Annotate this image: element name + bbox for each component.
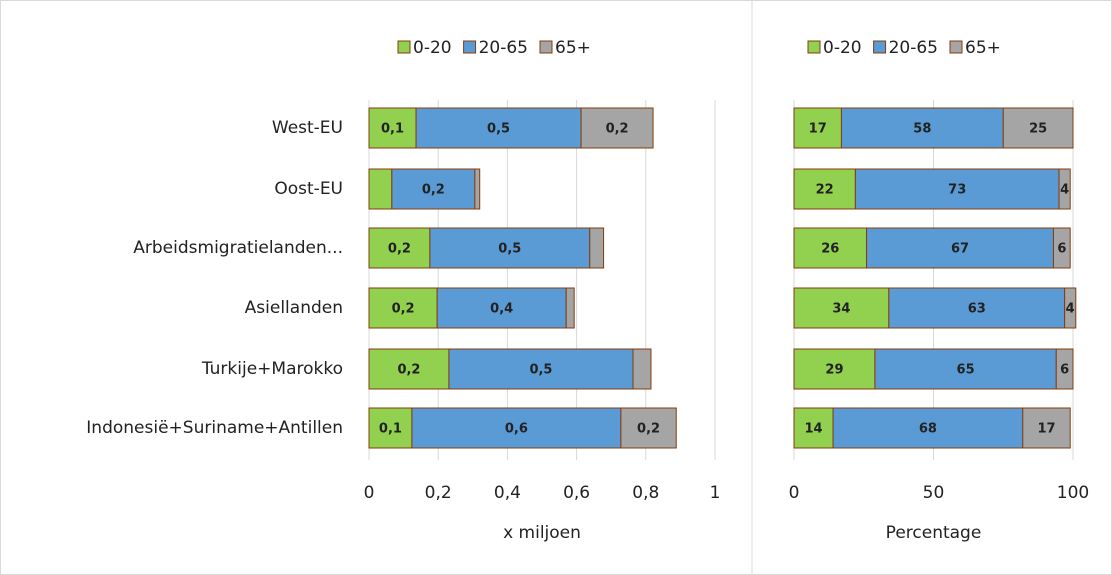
legend-label: 65+ — [555, 38, 591, 58]
bar-segment — [1052, 227, 1071, 269]
bar-segment — [368, 227, 431, 269]
bar-segment — [832, 407, 1024, 449]
x-axis-title: x miljoen — [503, 523, 581, 543]
x-tick-label: 0,6 — [563, 483, 590, 503]
data-label: 0,2 — [397, 363, 420, 378]
x-tick-label: 100 — [1057, 483, 1089, 503]
data-label: 0,5 — [487, 122, 510, 137]
x-tick-label: 50 — [923, 483, 945, 503]
bar-segment — [632, 348, 652, 390]
data-label: 17 — [809, 122, 827, 137]
bar-segment — [793, 407, 834, 449]
bar-segment — [411, 407, 622, 449]
bar-segment — [368, 287, 438, 329]
data-label: 0,2 — [606, 122, 629, 137]
legend-label: 20-65 — [479, 38, 528, 58]
legend-swatch — [949, 40, 963, 54]
data-label: 22 — [816, 183, 834, 198]
data-label: 0,1 — [381, 122, 404, 137]
data-label: 65 — [957, 363, 975, 378]
bar-segment — [888, 287, 1066, 329]
data-label: 26 — [821, 242, 839, 257]
legend-swatch — [807, 40, 821, 54]
data-label: 0,4 — [490, 302, 513, 317]
y-tick-label: West-EU — [272, 118, 343, 138]
bar-segment — [368, 348, 450, 390]
legend-label: 65+ — [965, 38, 1001, 58]
bar-segment — [1022, 407, 1071, 449]
data-label: 34 — [832, 302, 850, 317]
data-label: 0,1 — [379, 422, 402, 437]
y-tick-label: Oost-EU — [274, 179, 343, 199]
data-label: 68 — [919, 422, 937, 437]
data-label: 73 — [948, 183, 966, 198]
bar-segment — [580, 107, 654, 149]
x-tick-label: 0,2 — [425, 483, 452, 503]
data-label: 0,6 — [505, 422, 528, 437]
bar-segment — [474, 168, 481, 210]
legend-swatch — [873, 40, 887, 54]
bar-segment — [793, 227, 868, 269]
data-label: 0,2 — [422, 183, 445, 198]
bar-segment — [840, 107, 1004, 149]
bar-segment — [368, 407, 413, 449]
y-tick-label: Indonesië+Suriname+Antillen — [86, 418, 343, 438]
x-tick-label: 0,4 — [494, 483, 521, 503]
x-tick-label: 0 — [364, 483, 375, 503]
legend-swatch — [397, 40, 411, 54]
bar-segment — [429, 227, 591, 269]
bar-segment — [1055, 348, 1074, 390]
legend-swatch — [463, 40, 477, 54]
bar-segment — [793, 107, 842, 149]
bar-segment — [793, 287, 890, 329]
bar-segment — [368, 107, 417, 149]
x-tick-label: 0,8 — [632, 483, 659, 503]
legend-label: 0-20 — [823, 38, 862, 58]
data-label: 17 — [1037, 422, 1055, 437]
y-tick-label: Arbeidsmigratielanden... — [133, 238, 343, 258]
data-label: 0,5 — [498, 242, 521, 257]
data-label: 6 — [1057, 242, 1066, 257]
bar-segment — [1064, 287, 1077, 329]
bar-segment — [1058, 168, 1071, 210]
bar-segment — [793, 168, 856, 210]
bar-segment — [620, 407, 677, 449]
bar-segment — [589, 227, 605, 269]
data-label: 0,2 — [637, 422, 660, 437]
legend-label: 0-20 — [413, 38, 452, 58]
data-label: 0,5 — [529, 363, 552, 378]
legend-label: 20-65 — [889, 38, 938, 58]
data-label: 67 — [951, 242, 969, 257]
bar-segment — [1002, 107, 1074, 149]
bar-segment — [448, 348, 634, 390]
data-label: 0,2 — [388, 242, 411, 257]
bar-segment — [793, 348, 876, 390]
legend-swatch — [539, 40, 553, 54]
bar-segment — [368, 168, 393, 210]
data-label: 14 — [804, 422, 822, 437]
x-axis-title: Percentage — [886, 523, 982, 543]
bar-segment — [565, 287, 575, 329]
data-label: 63 — [968, 302, 986, 317]
y-tick-label: Turkije+Marokko — [201, 359, 343, 379]
bar-segment — [866, 227, 1054, 269]
x-tick-label: 1 — [710, 483, 721, 503]
bar-segment — [874, 348, 1057, 390]
data-label: 0,2 — [392, 302, 415, 317]
data-label: 6 — [1060, 363, 1069, 378]
data-label: 4 — [1066, 302, 1075, 317]
x-tick-label: 0 — [789, 483, 800, 503]
data-label: 25 — [1029, 122, 1047, 137]
data-label: 4 — [1060, 183, 1069, 198]
data-label: 58 — [913, 122, 931, 137]
data-label: 29 — [825, 363, 843, 378]
y-tick-label: Asiellanden — [245, 298, 343, 318]
